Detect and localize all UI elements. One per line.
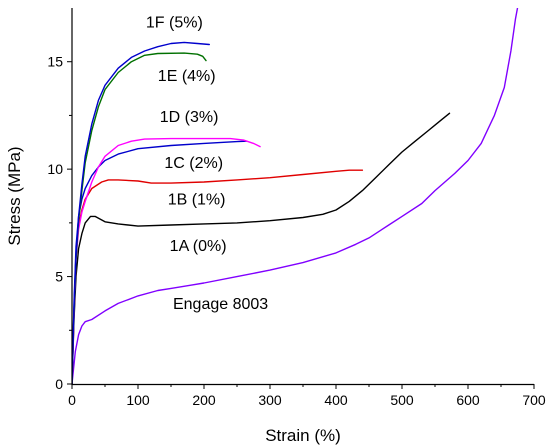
series-annotation: 1D (3%) bbox=[160, 109, 219, 126]
series-line-1f-5 bbox=[72, 41, 210, 385]
x-tick-label: 100 bbox=[126, 392, 150, 408]
series-line-engage-8003 bbox=[72, 8, 519, 385]
y-tick-label: 15 bbox=[47, 54, 63, 70]
series-annotation: 1A (0%) bbox=[170, 238, 227, 255]
x-tick-label: 600 bbox=[456, 392, 480, 408]
x-tick-label: 300 bbox=[258, 392, 282, 408]
x-tick-label: 400 bbox=[324, 392, 348, 408]
x-tick-label: 200 bbox=[192, 392, 216, 408]
annotations-layer: 1F (5%) 1E (4%) 1D (3%) 1C (2%) 1B (1%) 1A (0… bbox=[146, 14, 268, 312]
series-annotation: 1F (5%) bbox=[146, 14, 203, 31]
y-ticks: 0 5 10 15 bbox=[47, 54, 72, 392]
y-tick-label: 0 bbox=[55, 376, 63, 392]
y-tick-label: 5 bbox=[55, 269, 63, 285]
series-line-1d-3 bbox=[72, 137, 261, 385]
series-annotation: 1E (4%) bbox=[158, 68, 216, 85]
x-axis-title: Strain (%) bbox=[265, 426, 341, 445]
x-tick-label: 700 bbox=[522, 392, 546, 408]
series-line-1a-0 bbox=[72, 112, 451, 385]
x-ticks: 0 100 200 300 400 500 600 700 bbox=[68, 384, 546, 408]
series-line-1c-2 bbox=[72, 140, 248, 385]
y-tick-label: 10 bbox=[47, 161, 63, 177]
series-annotation: 1C (2%) bbox=[164, 155, 223, 172]
series-annotation: 1B (1%) bbox=[168, 192, 226, 209]
series-annotation: Engage 8003 bbox=[173, 296, 268, 313]
x-tick-label: 500 bbox=[390, 392, 414, 408]
x-tick-label: 0 bbox=[68, 392, 76, 408]
axes bbox=[71, 8, 534, 386]
y-axis-title: Stress (MPa) bbox=[5, 146, 24, 245]
curves-layer bbox=[72, 8, 519, 385]
series-line-1e-4 bbox=[72, 52, 207, 385]
